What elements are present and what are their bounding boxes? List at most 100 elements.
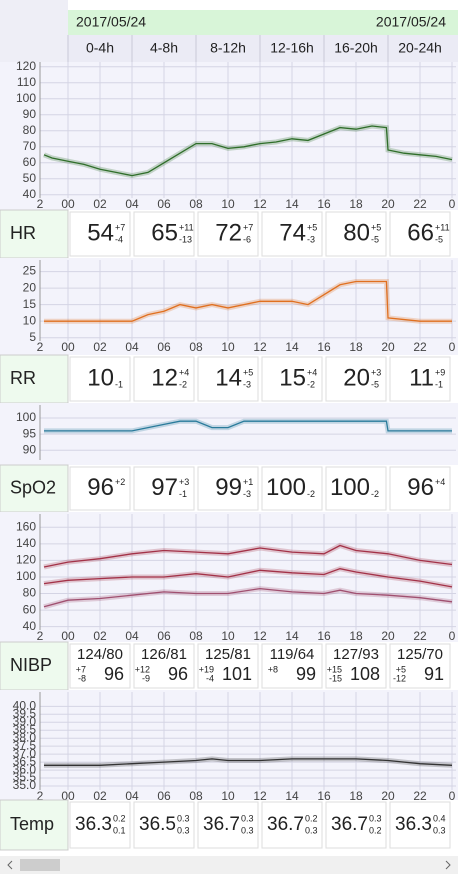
x-tick-label: 12 (253, 197, 267, 211)
delta-down: 0.3 (177, 825, 190, 835)
value-cell (261, 211, 323, 257)
value-cell (389, 466, 451, 511)
summary-value: 36.7 (203, 814, 240, 835)
summary-value: 36.7 (267, 814, 304, 835)
delta-down: -6 (243, 234, 251, 244)
y-tick-label: 40 (23, 619, 37, 633)
bp-value: 127/93 (333, 646, 379, 663)
series-line (44, 280, 452, 322)
bp-value: 125/81 (205, 646, 251, 663)
delta-down: 0.3 (241, 825, 254, 835)
y-tick-label: 80 (23, 586, 37, 600)
value-cell (133, 356, 195, 402)
y-tick-label: 38.0 (13, 730, 37, 744)
corner-cell (0, 0, 68, 62)
value-cell (197, 356, 259, 402)
row-label: HR (10, 223, 36, 243)
delta-up: +5 (243, 367, 253, 377)
x-tick-label: 08 (189, 629, 203, 643)
summary-value: 11 (409, 364, 434, 391)
scrollbar[interactable] (0, 856, 458, 874)
x-tick-label: 14 (285, 197, 299, 211)
delta-down: -1 (179, 489, 187, 499)
x-tick-label: 16 (317, 197, 331, 211)
scroll-left[interactable] (7, 860, 13, 870)
y-tick-label: 5 (29, 330, 36, 344)
x-tick-label: 20 (381, 629, 395, 643)
x-tick-label: 18 (349, 629, 363, 643)
delta-down: -9 (142, 673, 150, 683)
x-tick-label: 02 (93, 197, 107, 211)
x-tick-label: 04 (125, 789, 139, 803)
y-tick-label: 39.0 (13, 714, 37, 728)
value-cell (133, 643, 195, 689)
x-tick-label: 04 (125, 629, 139, 643)
x-tick-label: 14 (285, 340, 299, 354)
value-cell (133, 466, 195, 511)
value-cell (69, 356, 131, 402)
mean-value: 108 (350, 664, 380, 684)
y-tick-label: 60 (23, 155, 37, 169)
bp-value: 119/64 (270, 646, 315, 663)
x-tick-label: 2 (37, 340, 44, 354)
column-label: 16-20h (334, 40, 378, 56)
summary-value: 10 (87, 364, 114, 391)
scroll-right[interactable] (445, 860, 451, 870)
x-tick-label: 18 (349, 789, 363, 803)
delta-up: +4 (307, 367, 317, 377)
x-tick-label: 10 (221, 629, 235, 643)
x-tick-label: 10 (221, 789, 235, 803)
delta-up: 0.2 (113, 813, 126, 823)
summary-value: 80 (343, 219, 370, 246)
delta-up: +1 (243, 477, 253, 487)
value-cell (325, 211, 387, 257)
summary-value: 74 (279, 219, 306, 246)
y-tick-label: 100 (16, 569, 36, 583)
scroll-thumb[interactable] (20, 859, 60, 871)
x-tick-label: 10 (221, 340, 235, 354)
summary-value: 66 (407, 219, 434, 246)
x-tick-label: 22 (413, 629, 427, 643)
x-tick-label: 18 (349, 197, 363, 211)
summary-value: 15 (279, 364, 306, 391)
value-cell (69, 466, 131, 511)
delta-up: +12 (135, 664, 150, 674)
column-label: 20-24h (398, 40, 442, 56)
delta-down: -5 (371, 379, 379, 389)
value-cell (325, 801, 387, 849)
value-cell (197, 801, 259, 849)
x-tick-label: 06 (157, 629, 171, 643)
delta-down: -3 (243, 489, 251, 499)
bp-value: 126/81 (141, 646, 187, 663)
delta-up: 0.3 (241, 813, 254, 823)
plot-area (0, 258, 458, 355)
x-tick-label: 06 (157, 197, 171, 211)
x-tick-label: 20 (381, 340, 395, 354)
delta-up: +4 (179, 367, 189, 377)
summary-value: 72 (215, 219, 242, 246)
delta-down: -3 (243, 379, 251, 389)
y-tick-label: 15 (23, 297, 37, 311)
x-tick-label: 00 (61, 340, 75, 354)
value-cell (389, 356, 451, 402)
summary-value: 100 (266, 474, 306, 501)
x-tick-label: 18 (349, 340, 363, 354)
delta-down: 0.1 (113, 825, 126, 835)
value-cell (133, 801, 195, 849)
delta-up: +7 (115, 222, 125, 232)
row-label-cell (0, 641, 69, 691)
y-tick-label: 120 (16, 59, 36, 73)
x-tick-label: 02 (93, 340, 107, 354)
mean-value: 96 (168, 664, 188, 684)
plot-area (0, 62, 458, 210)
summary-value: 54 (87, 219, 114, 246)
delta-up: +11 (179, 222, 194, 232)
column-label: 12-16h (270, 40, 314, 56)
delta-down: -12 (393, 673, 406, 683)
column-label: 8-12h (210, 40, 246, 56)
delta-up: +11 (435, 222, 450, 232)
delta-up: +19 (199, 664, 214, 674)
delta-down: -2 (179, 379, 187, 389)
x-tick-label: 2 (37, 789, 44, 803)
summary-value: 14 (215, 364, 242, 391)
